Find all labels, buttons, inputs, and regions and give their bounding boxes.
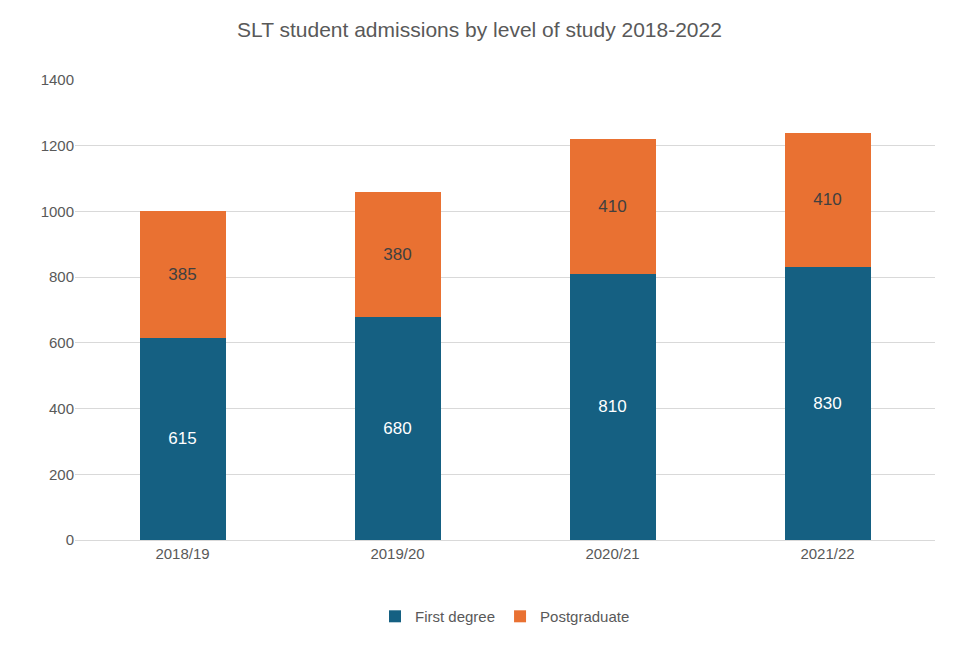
svg-text:615: 615 — [168, 429, 196, 448]
svg-text:600: 600 — [49, 334, 74, 351]
svg-text:810: 810 — [598, 397, 626, 416]
svg-text:1000: 1000 — [41, 203, 74, 220]
svg-text:400: 400 — [49, 400, 74, 417]
svg-text:385: 385 — [168, 265, 196, 284]
svg-text:2020/21: 2020/21 — [585, 545, 639, 562]
svg-text:380: 380 — [383, 245, 411, 264]
svg-text:1200: 1200 — [41, 137, 74, 154]
svg-text:Postgraduate: Postgraduate — [540, 608, 629, 625]
svg-text:First degree: First degree — [415, 608, 495, 625]
svg-text:2018/19: 2018/19 — [155, 545, 209, 562]
svg-text:410: 410 — [813, 190, 841, 209]
svg-text:200: 200 — [49, 466, 74, 483]
svg-text:800: 800 — [49, 268, 74, 285]
svg-text:0: 0 — [66, 531, 74, 548]
svg-text:2019/20: 2019/20 — [370, 545, 424, 562]
svg-text:680: 680 — [383, 419, 411, 438]
svg-text:2021/22: 2021/22 — [800, 545, 854, 562]
svg-text:1400: 1400 — [41, 71, 74, 88]
svg-text:410: 410 — [598, 197, 626, 216]
svg-text:SLT student admissions by leve: SLT student admissions by level of study… — [237, 18, 722, 41]
svg-text:830: 830 — [813, 394, 841, 413]
